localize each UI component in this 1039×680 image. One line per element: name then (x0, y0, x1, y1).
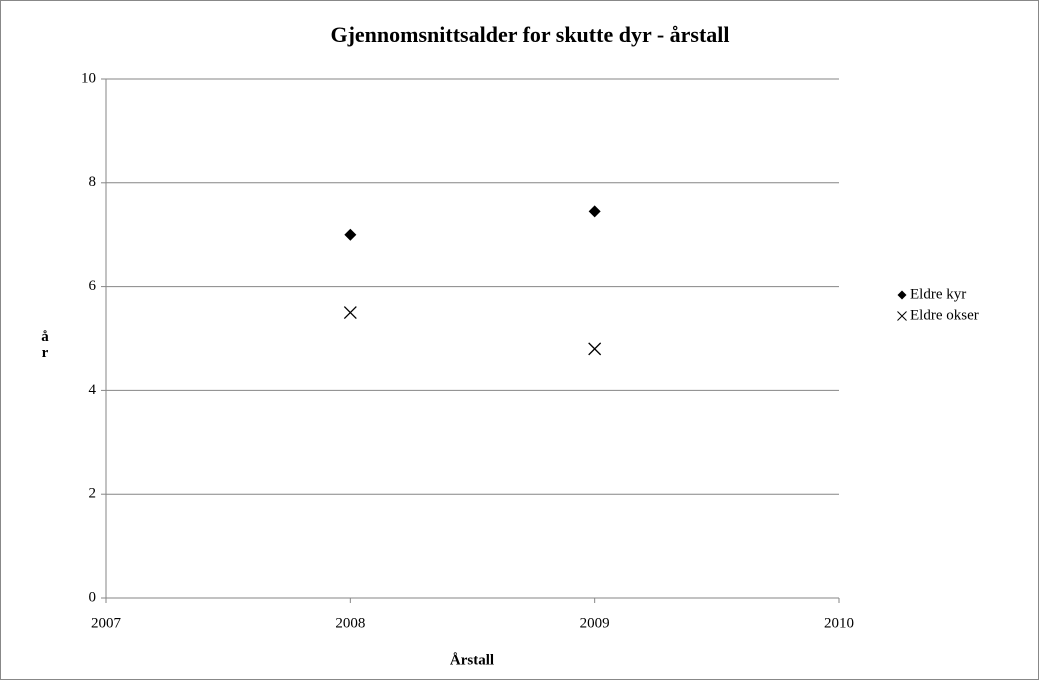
marker (588, 205, 601, 218)
y-tick-label: 4 (89, 382, 97, 398)
x-tick-label: 2007 (91, 615, 122, 631)
legend-label: Eldre kyr (910, 286, 966, 302)
y-tick-label: 8 (89, 174, 97, 190)
y-tick-label: 6 (89, 278, 97, 294)
legend-label: Eldre okser (910, 307, 979, 323)
x-axis-title: Årstall (450, 652, 494, 668)
y-tick-label: 10 (81, 70, 96, 86)
marker (344, 228, 357, 241)
x-tick-label: 2009 (580, 615, 610, 631)
x-tick-label: 2010 (824, 615, 854, 631)
y-axis-title: år (37, 329, 53, 361)
chart-title: Gjennomsnittsalder for skutte dyr - årst… (330, 22, 729, 47)
y-tick-label: 0 (89, 589, 97, 605)
x-tick-label: 2008 (335, 615, 365, 631)
legend-marker (897, 311, 907, 321)
y-tick-label: 2 (89, 486, 97, 502)
marker (588, 342, 602, 356)
legend-marker (897, 290, 907, 300)
marker (343, 306, 357, 320)
